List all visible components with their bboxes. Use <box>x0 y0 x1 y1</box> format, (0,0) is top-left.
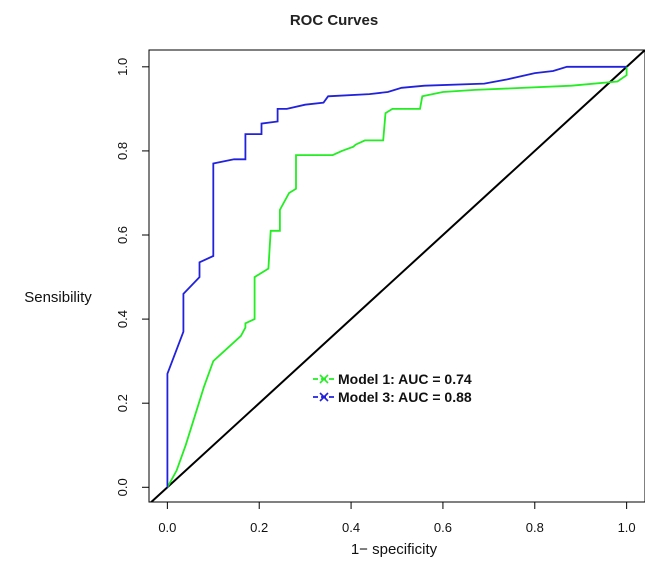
series-line-2 <box>166 65 627 488</box>
x-tick-label: 0.0 <box>158 520 176 535</box>
y-tick-label: 0.0 <box>115 478 130 496</box>
x-axis-label: 1− specificity <box>351 541 438 558</box>
series-line-1 <box>166 66 628 488</box>
y-axis-label: Sensibility <box>24 289 92 306</box>
plot-frame <box>148 49 645 503</box>
y-tick-label: 0.4 <box>115 310 130 328</box>
y-tick-label: 1.0 <box>115 58 130 76</box>
plot-area: 0.0 0.2 0.4 0.6 0.8 1.0 0.0 0.2 0.4 0.6 0.8 1.0 Mode… <box>115 49 645 535</box>
y-tick-label: 0.8 <box>115 142 130 160</box>
chart-title: ROC Curves <box>290 12 378 29</box>
x-tick-label: 0.4 <box>342 520 360 535</box>
legend-marker-x-icon <box>319 374 329 384</box>
x-tick-label: 0.8 <box>526 520 544 535</box>
reference-diagonal-line <box>149 50 645 502</box>
x-tick-label: 0.6 <box>434 520 452 535</box>
legend-entry-label: Model 1: AUC = 0.74 <box>338 371 472 387</box>
legend-entry-label: Model 3: AUC = 0.88 <box>338 389 472 405</box>
y-tick-label: 0.2 <box>115 394 130 412</box>
y-tick-label: 0.6 <box>115 226 130 244</box>
x-tick-label: 0.2 <box>250 520 268 535</box>
legend-marker-x-icon <box>319 392 329 402</box>
x-tick-label: 1.0 <box>618 520 636 535</box>
